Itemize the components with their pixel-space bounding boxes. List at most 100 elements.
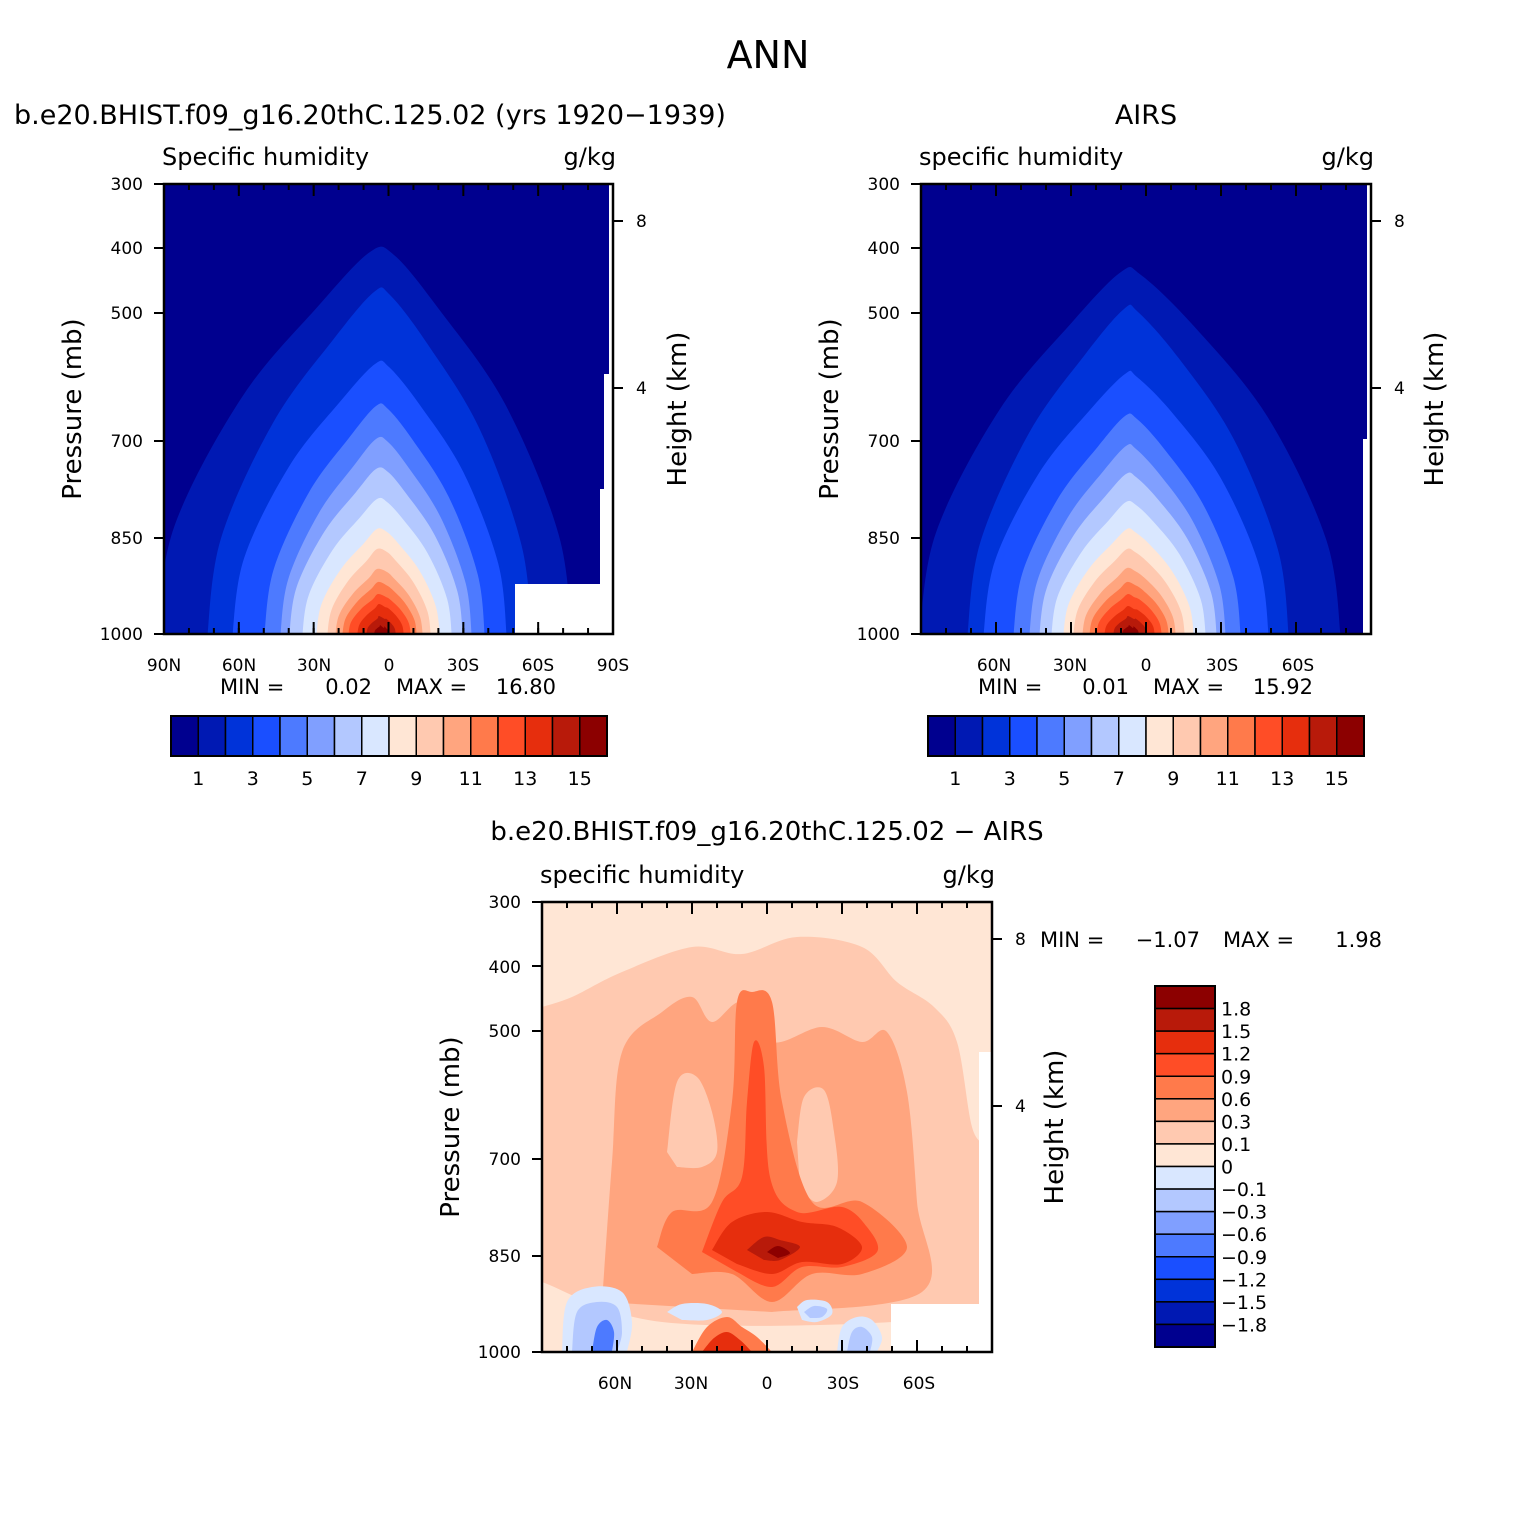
x-tick-label: 0	[762, 1374, 773, 1394]
panel-heading: b.e20.BHIST.f09_g16.20thC.125.02 − AIRS	[490, 817, 1043, 847]
y-right-tick-label: 8	[636, 212, 647, 232]
colorbar-label: 3	[247, 768, 259, 790]
contour-band	[1122, 624, 1139, 634]
colorbar-label: 15	[1325, 768, 1349, 790]
y-right-tick-labels: 8 4	[636, 212, 647, 399]
y-tick-label: 700	[489, 1150, 521, 1170]
y-tick-label: 500	[111, 304, 143, 324]
y-right-tick-label: 4	[1015, 1097, 1026, 1117]
colorbar-label: 1.5	[1221, 1021, 1251, 1043]
contour-band	[592, 1319, 615, 1352]
max-value: 15.92	[1253, 675, 1313, 699]
colorbar-label: 0	[1221, 1157, 1233, 1179]
contour-fill	[921, 184, 1371, 634]
colorbar-label: −0.3	[1221, 1202, 1267, 1224]
panel-obs: AIRS specific humidity g/kg 60N 30N 0 30…	[815, 100, 1450, 790]
colorbar-swatch	[579, 715, 608, 757]
colorbar-swatch	[1063, 715, 1093, 757]
y-tick-labels: 300 400 500 700 850 1000	[857, 175, 900, 645]
colorbar-frame	[1154, 985, 1216, 1348]
y-right-axis-title: Height (km)	[1040, 1050, 1070, 1205]
colorbar-swatch	[1154, 1120, 1216, 1145]
colorbar: 1 3 5 7 9 11 13 15	[927, 715, 1365, 790]
contour-fill	[542, 902, 992, 1352]
colorbar-swatch	[1199, 715, 1229, 757]
panel-difference: b.e20.BHIST.f09_g16.20thC.125.02 − AIRS …	[436, 817, 1382, 1394]
axis-ticks	[532, 901, 1002, 1353]
contour-band	[767, 1245, 790, 1258]
y-tick-label: 850	[868, 529, 900, 549]
x-tick-labels: 60N 30N 0 30S 60S	[977, 656, 1314, 676]
colorbar-label: 9	[1167, 768, 1179, 790]
colorbar-swatch	[197, 715, 227, 757]
y-tick-label: 500	[489, 1022, 521, 1042]
colorbar-label: −0.9	[1221, 1247, 1267, 1269]
contour-fill	[164, 184, 613, 634]
colorbar-swatch	[1145, 715, 1174, 757]
colorbar-swatch	[1172, 715, 1202, 757]
x-tick-label: 0	[1141, 656, 1152, 676]
missing-data-mask	[1363, 439, 1371, 634]
colorbar-label: 13	[1270, 768, 1294, 790]
y-tick-label: 400	[489, 958, 521, 978]
colorbar-swatch	[415, 715, 445, 757]
y-right-axis-title: Height (km)	[663, 332, 693, 487]
x-tick-label: 60N	[598, 1374, 632, 1394]
x-tick-label: 30S	[827, 1374, 859, 1394]
axis-ticks	[911, 183, 1381, 635]
panel-model: b.e20.BHIST.f09_g16.20thC.125.02 (yrs 19…	[14, 100, 726, 790]
colorbar-swatch	[1009, 715, 1038, 757]
colorbar-swatch	[954, 715, 984, 757]
missing-data-mask	[1367, 184, 1371, 634]
y-tick-label: 500	[868, 304, 900, 324]
min-max-readout: MIN = −1.07 MAX = 1.98	[1040, 928, 1382, 952]
colorbar-label: 0.9	[1221, 1066, 1251, 1088]
colorbar-swatch	[252, 715, 281, 757]
colorbar-swatch	[361, 715, 390, 757]
variable-label: specific humidity	[919, 143, 1123, 171]
x-tick-label: 60S	[903, 1374, 935, 1394]
min-value: 0.02	[325, 675, 372, 699]
y-tick-label: 700	[111, 432, 143, 452]
colorbar-swatch	[1154, 1301, 1216, 1326]
colorbar-swatch	[1227, 715, 1256, 757]
panel-heading: b.e20.BHIST.f09_g16.20thC.125.02 (yrs 19…	[14, 100, 726, 131]
y-tick-label: 850	[111, 529, 143, 549]
min-label: MIN =	[1040, 928, 1104, 952]
missing-data-mask	[979, 1052, 992, 1352]
y-axis-title: Pressure (mb)	[815, 318, 845, 499]
min-value: −1.07	[1136, 928, 1200, 952]
y-tick-label: 400	[111, 239, 143, 259]
colorbar-swatch	[306, 715, 336, 757]
min-label: MIN =	[978, 675, 1042, 699]
max-label: MAX =	[396, 675, 467, 699]
colorbar-label: 5	[1058, 768, 1070, 790]
colorbar-label: 0.1	[1221, 1134, 1251, 1156]
colorbar-swatch	[1336, 715, 1365, 757]
y-tick-label: 1000	[478, 1343, 521, 1363]
contour-band	[667, 1303, 722, 1321]
y-tick-label: 1000	[100, 625, 143, 645]
colorbar-swatch	[279, 715, 308, 757]
colorbar-swatch	[1154, 1210, 1216, 1235]
colorbar-swatch	[1154, 1007, 1216, 1032]
colorbar-swatch	[1154, 1030, 1216, 1055]
colorbar-swatch	[1090, 715, 1120, 757]
figure-title: ANN	[727, 33, 810, 77]
colorbar-label: 5	[301, 768, 313, 790]
colorbar-label: 0.3	[1221, 1111, 1251, 1133]
colorbar-swatch	[1118, 715, 1147, 757]
colorbar-swatch	[1154, 1278, 1216, 1303]
y-right-tick-label: 4	[1394, 379, 1405, 399]
colorbar-label: −0.6	[1221, 1224, 1267, 1246]
colorbar-swatch	[551, 715, 581, 757]
units-label: g/kg	[943, 861, 995, 889]
contour-band	[847, 1326, 873, 1352]
missing-data-mask	[515, 584, 613, 634]
colorbar-swatch	[1308, 715, 1338, 757]
colorbar-swatch	[1154, 1256, 1216, 1281]
colorbar-label: 7	[1113, 768, 1125, 790]
x-tick-label: 30N	[297, 656, 331, 676]
colorbar-swatch	[981, 715, 1011, 757]
